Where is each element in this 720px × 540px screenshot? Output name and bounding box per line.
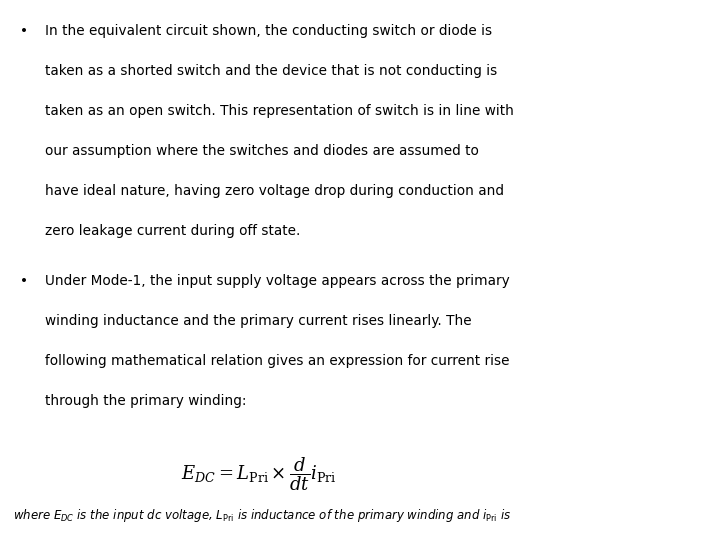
Text: taken as an open switch. This representation of switch is in line with: taken as an open switch. This representa…: [45, 104, 513, 118]
Text: •: •: [20, 274, 28, 288]
Text: $E_{DC} = L_{\mathrm{Pri}} \times \dfrac{d}{dt} i_{\mathrm{Pri}}$: $E_{DC} = L_{\mathrm{Pri}} \times \dfrac…: [181, 455, 337, 493]
Text: through the primary winding:: through the primary winding:: [45, 394, 246, 408]
Text: Under Mode-1, the input supply voltage appears across the primary: Under Mode-1, the input supply voltage a…: [45, 274, 509, 288]
Text: winding inductance and the primary current rises linearly. The: winding inductance and the primary curre…: [45, 314, 472, 328]
Text: In the equivalent circuit shown, the conducting switch or diode is: In the equivalent circuit shown, the con…: [45, 24, 492, 38]
Text: have ideal nature, having zero voltage drop during conduction and: have ideal nature, having zero voltage d…: [45, 184, 504, 198]
Text: our assumption where the switches and diodes are assumed to: our assumption where the switches and di…: [45, 144, 479, 158]
Text: following mathematical relation gives an expression for current rise: following mathematical relation gives an…: [45, 354, 509, 368]
Text: •: •: [20, 24, 28, 38]
Text: where $E_{DC}$ is the input dc voltage, $L_{\mathrm{Pri}}$ is inductance of the : where $E_{DC}$ is the input dc voltage, …: [13, 507, 511, 523]
Text: zero leakage current during off state.: zero leakage current during off state.: [45, 224, 300, 238]
Text: taken as a shorted switch and the device that is not conducting is: taken as a shorted switch and the device…: [45, 64, 497, 78]
